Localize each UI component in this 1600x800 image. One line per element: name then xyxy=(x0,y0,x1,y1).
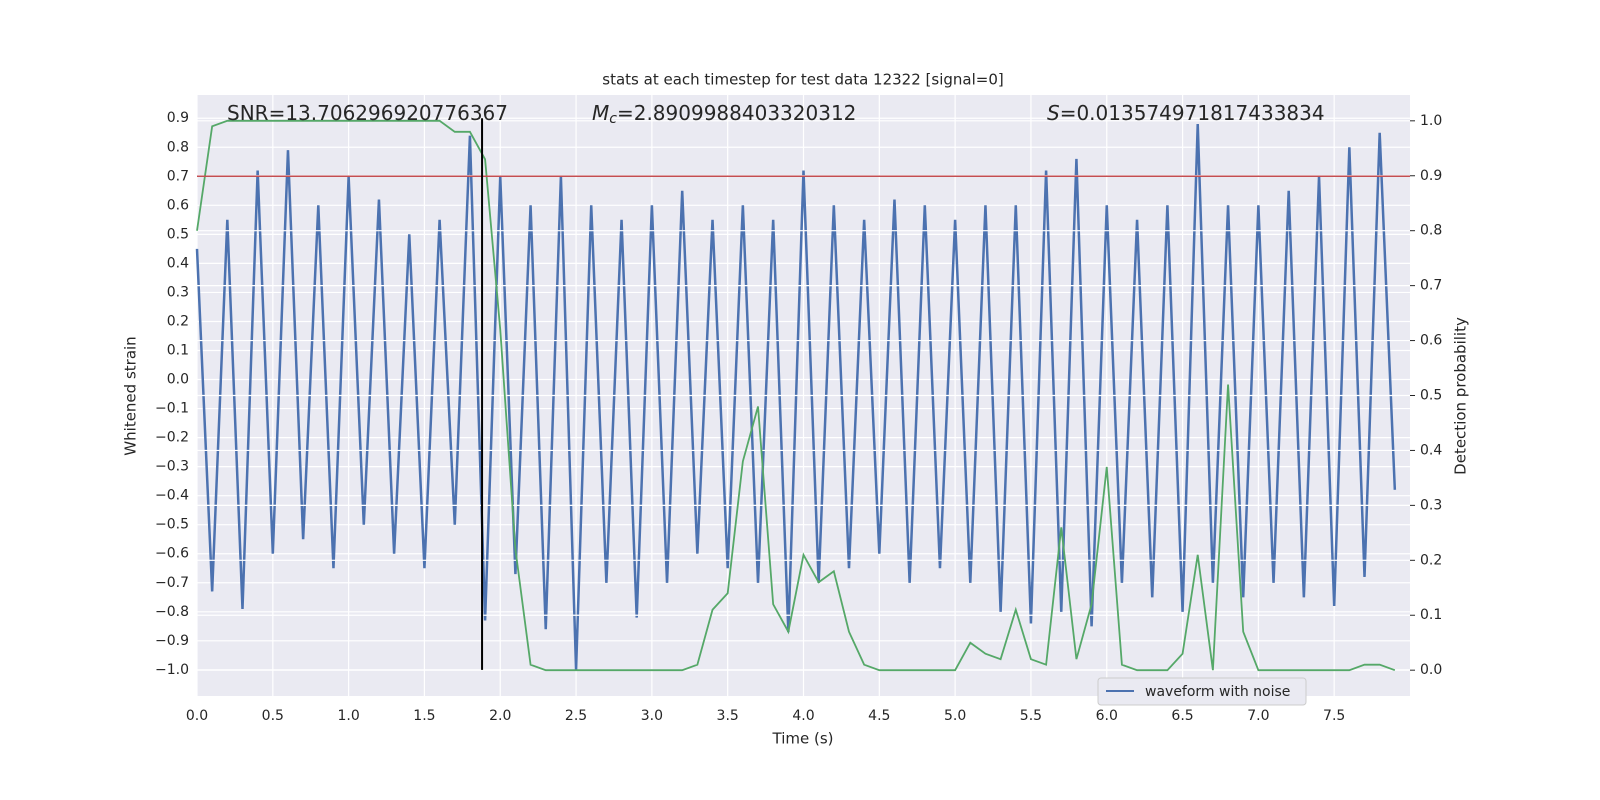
x-tick-label: 4.5 xyxy=(868,708,890,724)
annotation-symbol: SNR xyxy=(227,101,269,125)
y-tick-label: −0.2 xyxy=(155,430,189,446)
y-tick-label: −0.8 xyxy=(155,604,189,620)
waveform-line xyxy=(195,123,1397,670)
y2-axis-label: Detection probability xyxy=(1452,317,1470,475)
x-tick-label: 1.5 xyxy=(413,708,435,724)
y-tick-label: 0.3 xyxy=(167,284,189,300)
legend-box xyxy=(1097,677,1307,706)
y-tick-label: 0.4 xyxy=(167,255,189,271)
x-tick-label: 5.0 xyxy=(944,708,966,724)
y2-tick-label: 0.9 xyxy=(1420,168,1442,184)
annotation: Mc=2.8909988403320312 xyxy=(592,101,856,128)
y-axis-label: Whitened strain xyxy=(122,336,140,455)
y2-tick-label: 0.0 xyxy=(1420,662,1442,678)
x-tick-label: 7.0 xyxy=(1247,708,1269,724)
y-tick-label: 0.2 xyxy=(167,313,189,329)
x-tick-label: 6.5 xyxy=(1171,708,1193,724)
y-tick-label: −0.5 xyxy=(155,517,189,533)
annotation: SNR=13.706296920776367 xyxy=(227,101,508,125)
y-tick-label: −0.3 xyxy=(155,459,189,475)
x-tick-label: 6.0 xyxy=(1096,708,1118,724)
y-tick-label: −0.1 xyxy=(155,401,189,417)
y-tick-label: 0.8 xyxy=(167,139,189,155)
y2-tick-label: 1.0 xyxy=(1420,113,1442,129)
y2-tick-label: 0.4 xyxy=(1420,442,1442,458)
y2-tick-label: 0.1 xyxy=(1420,607,1442,623)
x-axis-label: Time (s) xyxy=(772,730,834,748)
x-tick-label: 0.0 xyxy=(186,708,208,724)
annotation-symbol: M xyxy=(592,101,609,125)
y2-tick-label: 0.8 xyxy=(1420,223,1442,239)
x-tick-label: 2.0 xyxy=(489,708,511,724)
annotation: S=0.013574971817433834 xyxy=(1047,101,1325,125)
y-tick-label: −0.4 xyxy=(155,488,189,504)
y-tick-label: 0.5 xyxy=(167,226,189,242)
y2-tick-label: 0.3 xyxy=(1420,497,1442,513)
x-tick-label: 1.0 xyxy=(337,708,359,724)
y-tick-label: −0.9 xyxy=(155,633,189,649)
x-tick-label: 3.5 xyxy=(717,708,739,724)
y2-tick-label: 0.6 xyxy=(1420,333,1442,349)
annotation-value: =0.013574971817433834 xyxy=(1060,101,1325,125)
chart-title: stats at each timestep for test data 123… xyxy=(602,71,1003,89)
y-tick-label: 0.0 xyxy=(167,372,189,388)
annotation-subscript: c xyxy=(609,111,617,127)
x-tick-label: 7.5 xyxy=(1323,708,1345,724)
annotation-value: =2.8909988403320312 xyxy=(617,101,856,125)
y2-tick-label: 0.7 xyxy=(1420,278,1442,294)
x-tick-label: 3.0 xyxy=(641,708,663,724)
y-tick-label: −0.7 xyxy=(155,575,189,591)
y-tick-label: 0.9 xyxy=(167,110,189,126)
annotation-symbol: S xyxy=(1047,101,1060,125)
x-tick-label: 5.5 xyxy=(1020,708,1042,724)
y-tick-label: 0.1 xyxy=(167,342,189,358)
y2-tick-label: 0.5 xyxy=(1420,388,1442,404)
y-tick-label: 0.7 xyxy=(167,168,189,184)
y-tick-label: 0.6 xyxy=(167,197,189,213)
y2-tick-label: 0.2 xyxy=(1420,552,1442,568)
x-tick-label: 4.0 xyxy=(792,708,814,724)
probability-line xyxy=(196,119,1396,672)
x-tick-label: 2.5 xyxy=(565,708,587,724)
legend-label: waveform with noise xyxy=(1145,684,1290,700)
y-tick-label: −1.0 xyxy=(155,662,189,678)
x-tick-label: 0.5 xyxy=(262,708,284,724)
y-tick-label: −0.6 xyxy=(155,546,189,562)
annotation-value: =13.706296920776367 xyxy=(269,101,508,125)
